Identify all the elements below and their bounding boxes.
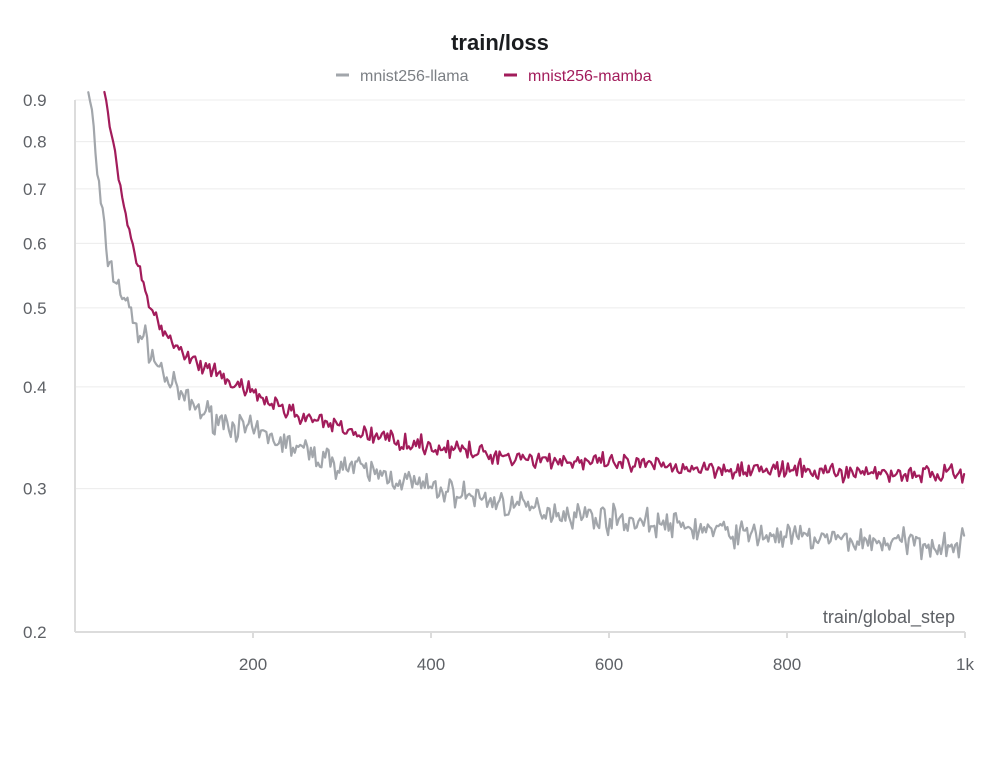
y-axis-ticks: 0.2 0.3 0.4 0.5 0.6 0.7 0.8 0.9 bbox=[23, 91, 47, 642]
x-axis-ticks: 200 400 600 800 1k bbox=[239, 632, 974, 674]
legend-label-mamba[interactable]: mnist256-mamba bbox=[528, 68, 652, 85]
y-tick-label: 0.9 bbox=[23, 91, 47, 110]
legend: mnist256-llama mnist256-mamba bbox=[336, 68, 652, 85]
x-tick-label: 400 bbox=[417, 655, 445, 674]
y-tick-label: 0.5 bbox=[23, 299, 47, 318]
x-axis-label: train/global_step bbox=[823, 607, 955, 628]
series-line-mamba[interactable] bbox=[103, 90, 966, 484]
x-tick-label: 200 bbox=[239, 655, 267, 674]
y-tick-label: 0.6 bbox=[23, 234, 47, 253]
x-tick-label: 600 bbox=[595, 655, 623, 674]
legend-label-llama[interactable]: mnist256-llama bbox=[360, 68, 469, 85]
x-tick-label: 1k bbox=[956, 655, 974, 674]
x-tick-label: 800 bbox=[773, 655, 801, 674]
grid bbox=[75, 99, 965, 490]
chart-title: train/loss bbox=[451, 30, 549, 55]
y-tick-label: 0.8 bbox=[23, 133, 47, 152]
y-tick-label: 0.2 bbox=[23, 623, 47, 642]
y-tick-label: 0.4 bbox=[23, 378, 47, 397]
y-tick-label: 0.7 bbox=[23, 180, 47, 199]
series-line-llama[interactable] bbox=[87, 91, 966, 561]
y-tick-label: 0.3 bbox=[23, 480, 47, 499]
